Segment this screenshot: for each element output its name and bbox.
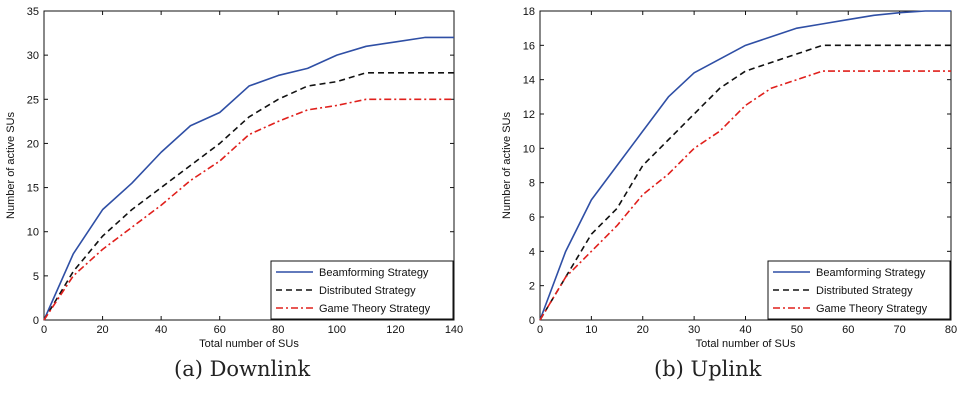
x-tick-label: 70: [894, 324, 906, 336]
y-tick-label: 0: [33, 315, 39, 327]
chart-panel-uplink: 0 10 20 30 40 50 60 70 80 0 2 4 6 8 10 12 14 16 18 Total nu…: [480, 0, 960, 399]
chart-downlink: 0 20 40 60 80 100 120 140 0 5 10 15 20 25 30 35 Total nu…: [5, 6, 463, 350]
y-axis-label: Number of active SUs: [501, 112, 513, 219]
y-tick-label: 0: [529, 315, 535, 327]
series-line-3: [43, 98, 454, 321]
x-tick-label: 60: [842, 324, 854, 336]
y-tick-label: 10: [27, 227, 39, 239]
x-tick-label: 120: [386, 324, 404, 336]
y-axis-label: Number of active SUs: [5, 112, 17, 219]
x-tick-label: 140: [445, 324, 463, 336]
chart-caption-downlink: (a) Downlink: [174, 357, 311, 381]
series-line-1: [43, 36, 454, 321]
y-tick-label: 15: [27, 183, 39, 195]
y-tick-label: 35: [27, 6, 39, 18]
chart-panel-downlink: 0 20 40 60 80 100 120 140 0 5 10 15 20 25 30 35 Total nu…: [5, 6, 463, 381]
x-tick-label: 20: [96, 324, 108, 336]
series-line-2: [539, 44, 951, 321]
y-tick-label: 12: [523, 109, 535, 121]
legend-label-1: Beamforming Strategy: [816, 267, 926, 279]
x-tick-label: 10: [585, 324, 597, 336]
series-line-2: [43, 72, 454, 321]
x-tick-label: 100: [328, 324, 346, 336]
legend-label-2: Distributed Strategy: [319, 285, 416, 297]
y-tick-label: 25: [27, 94, 39, 106]
x-axis-label: Total number of SUs: [199, 338, 299, 350]
y-tick-label: 16: [523, 40, 535, 52]
x-axis-label: Total number of SUs: [696, 338, 796, 350]
x-tick-label: 40: [739, 324, 751, 336]
y-tick-label: 2: [529, 281, 535, 293]
series-line-1: [539, 10, 951, 321]
y-tick-label: 4: [529, 246, 535, 258]
y-tick-label: 10: [523, 143, 535, 155]
y-tick-label: 20: [27, 138, 39, 150]
x-tick-label: 20: [637, 324, 649, 336]
x-tick-label: 40: [155, 324, 167, 336]
x-tick-label: 50: [791, 324, 803, 336]
x-tick-label: 0: [41, 324, 47, 336]
y-tick-label: 5: [33, 271, 39, 283]
y-tick-label: 18: [523, 6, 535, 18]
chart-caption-uplink: (b) Uplink: [654, 357, 762, 381]
legend-label-2: Distributed Strategy: [816, 285, 913, 297]
x-tick-label: 60: [214, 324, 226, 336]
y-tick-label: 14: [523, 75, 535, 87]
legend-label-3: Game Theory Strategy: [319, 303, 431, 315]
x-tick-label: 0: [537, 324, 543, 336]
chart-uplink: 0 10 20 30 40 50 60 70 80 0 2 4 6 8 10 12 14 16 18 Total nu…: [501, 6, 957, 350]
legend-label-3: Game Theory Strategy: [816, 303, 928, 315]
series-line-3: [539, 70, 951, 321]
x-tick-label: 30: [688, 324, 700, 336]
legend-label-1: Beamforming Strategy: [319, 267, 429, 279]
x-tick-label: 80: [272, 324, 284, 336]
y-tick-label: 6: [529, 212, 535, 224]
x-tick-label: 80: [945, 324, 957, 336]
y-tick-label: 8: [529, 178, 535, 190]
y-tick-label: 30: [27, 50, 39, 62]
